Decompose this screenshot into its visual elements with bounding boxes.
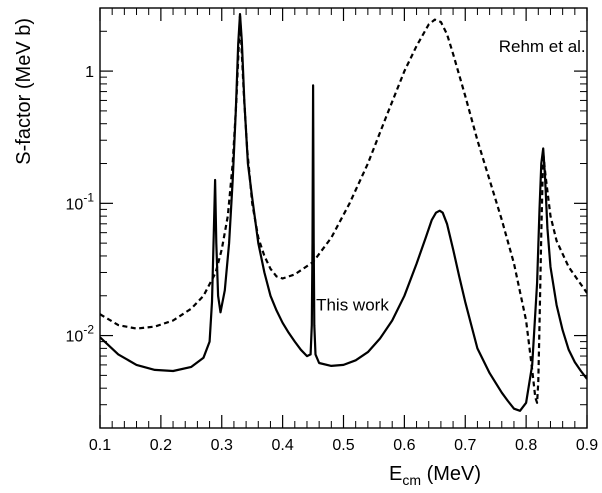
y-tick-label: 1: [85, 64, 94, 81]
series-rehm-line: [100, 15, 587, 404]
x-tick-label: 0.4: [272, 437, 294, 454]
annotation-label: This work: [316, 295, 389, 314]
x-tick-label: 0.6: [393, 437, 415, 454]
x-tick-label: 0.1: [89, 437, 111, 454]
tick-labels: 0.1 0.2 0.3 0.4 0.5 0.6 0.7 0.8 0.9 10-2 10-1 1: [66, 64, 599, 454]
x-tick-label: 0.2: [150, 437, 172, 454]
y-tick-label: 10-2: [66, 323, 95, 346]
x-tick-label: 0.3: [211, 437, 233, 454]
axis-ticks: [99, 7, 588, 429]
x-tick-label: 0.7: [454, 437, 476, 454]
x-tick-label: 0.5: [332, 437, 354, 454]
x-tick-label: 0.9: [576, 437, 598, 454]
x-axis-title: Ecm (MeV): [389, 463, 481, 488]
y-tick-label: 10-1: [66, 190, 95, 213]
curves-layer: [100, 13, 587, 412]
x-tick-label: 0.8: [515, 437, 537, 454]
series-this-work-line: [100, 13, 587, 412]
y-axis-title: S-factor (MeV b): [13, 18, 35, 165]
annotation-label: Rehm et al.: [499, 37, 586, 56]
annotations: Rehm et al. This work: [316, 37, 586, 315]
